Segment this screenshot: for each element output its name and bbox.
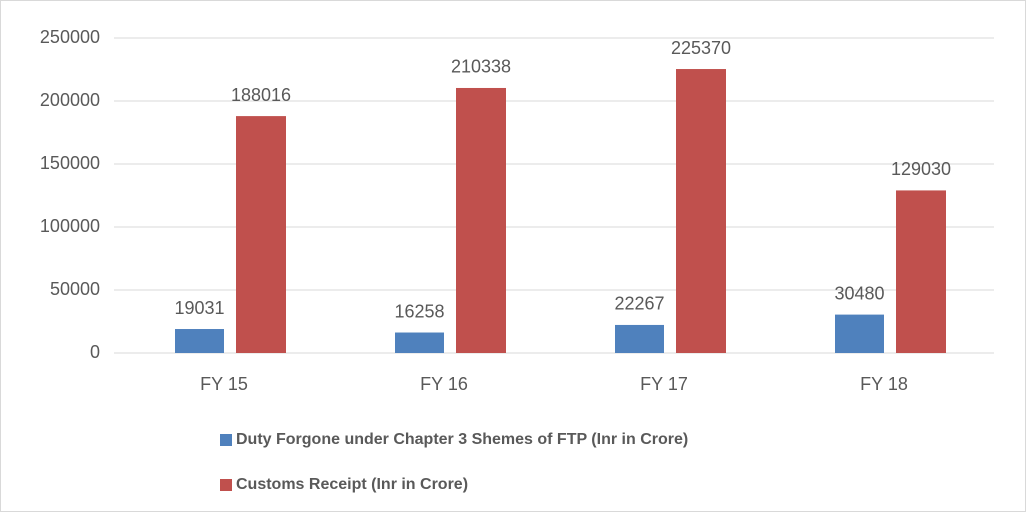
y-tick-label: 150000	[40, 153, 100, 173]
legend-swatch	[220, 479, 232, 491]
legend-label: Duty Forgone under Chapter 3 Shemes of F…	[236, 431, 688, 448]
data-label: 22267	[614, 294, 664, 314]
bar	[896, 190, 946, 353]
x-tick-label: FY 17	[640, 374, 688, 394]
y-tick-label: 250000	[40, 27, 100, 47]
data-label: 129030	[891, 159, 951, 179]
data-label: 19031	[174, 298, 224, 318]
x-tick-label: FY 16	[420, 374, 468, 394]
data-label: 210338	[451, 57, 511, 77]
bar	[236, 116, 286, 353]
bar	[175, 329, 224, 353]
x-tick-label: FY 18	[860, 374, 908, 394]
bar	[835, 314, 884, 353]
data-label: 30480	[834, 283, 884, 303]
y-tick-label: 100000	[40, 216, 100, 236]
data-label: 225370	[671, 38, 731, 58]
legend-swatch	[220, 434, 232, 446]
data-label: 16258	[394, 301, 444, 321]
y-tick-label: 200000	[40, 90, 100, 110]
bar	[615, 324, 664, 353]
y-tick-label: 50000	[50, 279, 100, 299]
bar	[456, 87, 506, 353]
legend-label: Customs Receipt (Inr in Crore)	[236, 476, 468, 493]
bar	[395, 332, 444, 353]
x-tick-label: FY 15	[200, 374, 248, 394]
y-tick-label: 0	[90, 342, 100, 362]
data-label: 188016	[231, 85, 291, 105]
bar	[676, 69, 726, 353]
